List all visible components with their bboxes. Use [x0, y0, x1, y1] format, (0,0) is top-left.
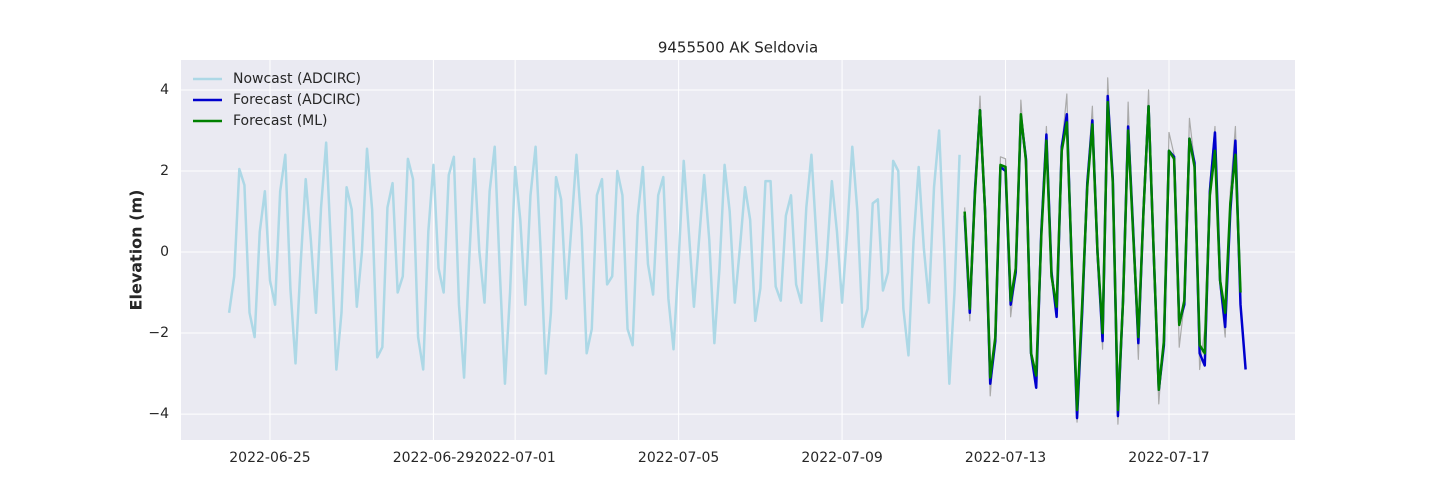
x-tick-label: 2022-06-29	[393, 450, 474, 466]
legend-label: Nowcast (ADCIRC)	[233, 71, 361, 87]
series-line	[227, 129, 961, 385]
chart-title: 9455500 AK Seldovia	[658, 39, 818, 57]
y-tick-label: −4	[148, 406, 169, 422]
y-tick-label: 4	[160, 82, 169, 98]
x-tick-label: 2022-07-13	[965, 450, 1046, 466]
x-tick-label: 2022-07-01	[474, 450, 555, 466]
x-tick-label: 2022-07-17	[1128, 450, 1209, 466]
x-tick-label: 2022-07-09	[801, 450, 882, 466]
legend: Nowcast (ADCIRC) Forecast (ADCIRC) Forecas…	[193, 71, 361, 129]
y-tick-label: −2	[148, 325, 169, 341]
legend-label: Forecast (ADCIRC)	[233, 92, 361, 108]
x-tick-label: 2022-06-25	[229, 450, 310, 466]
legend-label: Forecast (ML)	[233, 113, 328, 129]
lines	[227, 77, 1247, 425]
x-tick-label: 2022-07-05	[638, 450, 719, 466]
series-line	[963, 100, 1242, 412]
y-tick-label: 0	[160, 244, 169, 260]
y-axis-label: Elevation (m)	[127, 190, 146, 311]
y-tick-label: 2	[160, 163, 169, 179]
